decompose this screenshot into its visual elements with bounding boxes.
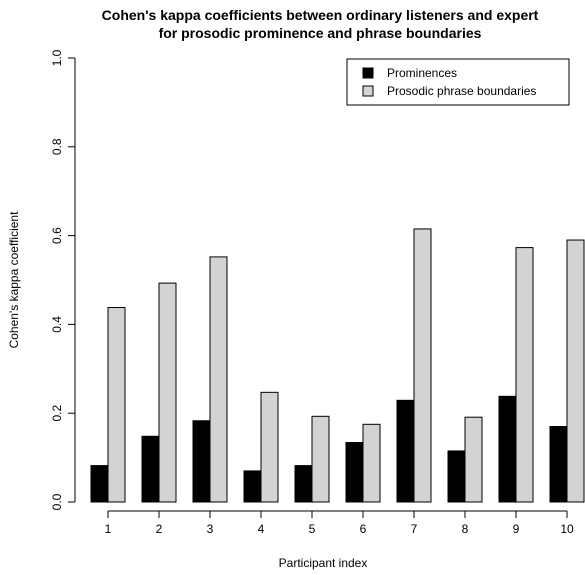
legend-label-prominences: Prominences <box>387 66 457 80</box>
bar-boundaries-9 <box>515 247 534 503</box>
bar-boundaries-10 <box>566 239 585 503</box>
bar-prominences-8 <box>447 450 466 503</box>
bar-boundaries-1 <box>107 307 126 503</box>
y-tick-label: 0.4 <box>50 316 64 333</box>
bar-prominences-9 <box>498 395 517 503</box>
bar-boundaries-7 <box>413 228 432 503</box>
y-tick-label: 0.2 <box>50 405 64 422</box>
bar-boundaries-8 <box>464 416 483 503</box>
legend-label-boundaries: Prosodic phrase boundaries <box>387 84 536 98</box>
bar-prominences-10 <box>549 426 568 503</box>
x-tick-label: 7 <box>411 522 418 536</box>
bar-prominences-2 <box>141 435 160 503</box>
x-tick-label: 8 <box>462 522 469 536</box>
bar-boundaries-4 <box>260 391 279 503</box>
x-axis: 1 2 3 4 5 6 7 8 9 10 <box>105 510 574 536</box>
x-tick-label: 5 <box>309 522 316 536</box>
bar-prominences-1 <box>90 465 109 503</box>
bar-boundaries-5 <box>311 415 330 503</box>
x-axis-label: Participant index <box>279 556 368 570</box>
chart-subtitle: for prosodic prominence and phrase bound… <box>159 25 482 41</box>
x-tick-label: 10 <box>560 522 574 536</box>
bar-boundaries-2 <box>158 282 177 503</box>
x-tick-label: 3 <box>207 522 214 536</box>
bar-prominences-3 <box>192 420 211 503</box>
bar-prominences-6 <box>345 442 364 503</box>
bar-boundaries-6 <box>362 423 381 503</box>
y-axis-label: Cohen's kappa coefficient <box>7 211 21 348</box>
legend-swatch-prominences <box>362 67 374 79</box>
x-tick-label: 6 <box>360 522 367 536</box>
y-tick-label: 0.0 <box>50 493 64 510</box>
y-tick-label: 1.0 <box>50 49 64 66</box>
x-tick-label: 4 <box>258 522 265 536</box>
x-tick-label: 2 <box>156 522 163 536</box>
y-axis: 0.0 0.2 0.4 0.6 0.8 1.0 <box>50 49 76 510</box>
x-tick-label: 9 <box>513 522 520 536</box>
x-tick-label: 1 <box>105 522 112 536</box>
y-tick-label: 0.6 <box>50 227 64 244</box>
y-tick-label: 0.8 <box>50 138 64 155</box>
legend-swatch-boundaries <box>362 85 374 97</box>
bar-prominences-4 <box>243 470 262 503</box>
bar-prominences-7 <box>396 399 415 503</box>
legend: Prominences Prosodic phrase boundaries <box>346 58 570 106</box>
bar-boundaries-3 <box>209 256 228 503</box>
chart-title: Cohen's kappa coefficients between ordin… <box>102 7 539 23</box>
bar-prominences-5 <box>294 465 313 503</box>
bars <box>90 228 585 503</box>
legend-box <box>346 58 570 106</box>
